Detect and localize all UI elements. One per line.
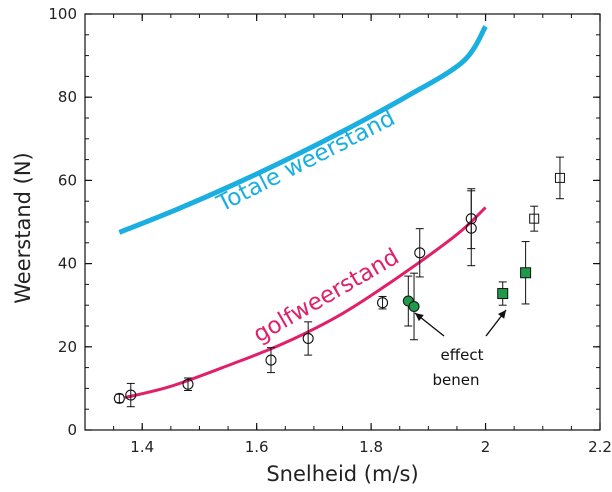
x-tick-label: 1.6 [245,438,269,456]
y-tick-label: 20 [58,338,77,356]
y-tick-label: 100 [48,5,77,23]
data-point-open-circle [414,247,426,259]
x-tick-label: 1.8 [359,438,383,456]
plot-frame [84,13,601,431]
annotation-effect-benen: effect benen [414,309,507,389]
data-point-open-circle [465,222,477,234]
data-point-green-circle [408,300,420,312]
axes: 1.4 1.6 1.8 2 2.2 0 20 40 60 80 100 [48,5,612,456]
y-tick-label: 60 [58,171,77,189]
data-point-open-circle [265,354,277,366]
data-point-open-circle [113,392,125,404]
data-point-open-square [554,172,565,183]
annotation-arrowhead [415,313,424,322]
curve-golfweerstand [124,206,487,400]
annotation-line-2: benen [433,371,480,389]
data-point-open-circle [125,389,137,401]
x-tick-label: 1.4 [130,438,154,456]
data-point-open-circle [182,378,194,390]
x-axis-label: Snelheid (m/s) [266,462,418,486]
data-point-green-square [520,267,532,279]
y-axis-label: Weerstand (N) [11,152,35,303]
y-tick-label: 40 [58,255,77,273]
curve-totale-weerstand [118,25,488,235]
x-tick-label: 2.2 [588,438,612,456]
data-point-open-circle [302,332,314,345]
data-point-open-circle [377,297,389,309]
y-tick-label: 0 [67,421,77,439]
data-points [113,156,565,408]
curve-label-total: Totale weerstand [212,105,399,218]
x-tick-label: 2 [481,438,491,456]
annotation-line-1: effect [441,346,484,364]
y-tick-label: 80 [58,88,77,106]
annotation-arrowhead [497,310,506,319]
data-point-green-square [497,288,509,300]
data-point-open-square [529,213,540,224]
curves [118,25,488,400]
